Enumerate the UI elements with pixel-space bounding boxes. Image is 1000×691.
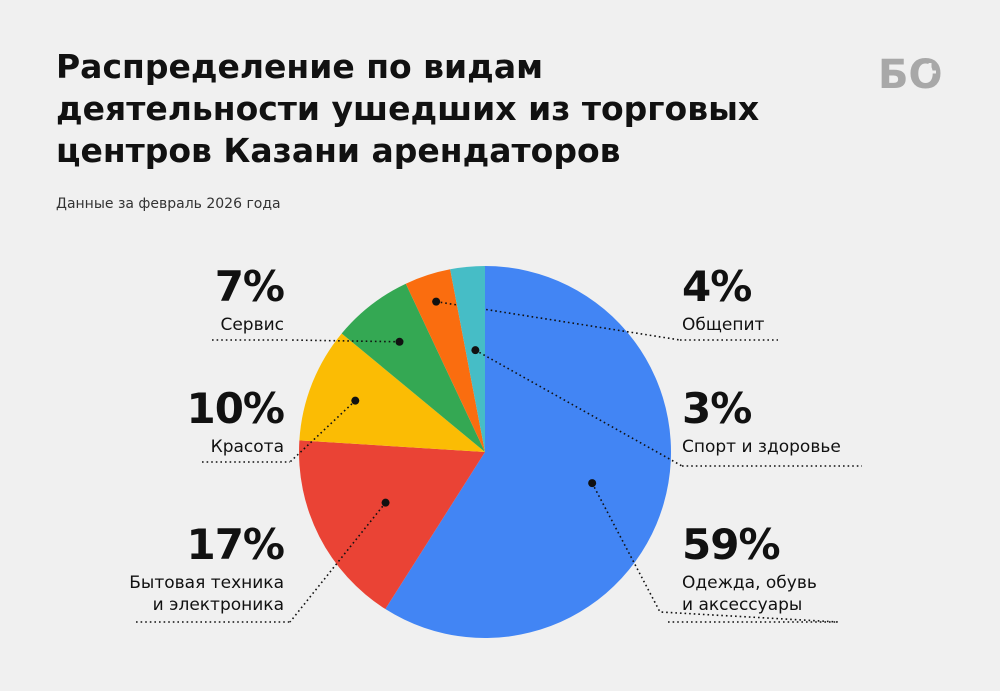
chart-title: Распределение по видам деятельности ушед… (56, 47, 760, 170)
slice-name-2-line1: Красота (210, 437, 284, 457)
slice-name-0-line1: Одежда, обувь (682, 573, 817, 593)
slice-pct-5: 3% (682, 384, 752, 433)
pie-slice-0 (385, 266, 672, 638)
slice-pct-0: 59% (682, 520, 781, 569)
leader-dot-2 (351, 396, 360, 405)
logo-icon: БО (878, 52, 943, 96)
pie-slice-4 (405, 269, 485, 452)
slice-name-3-line1: Сервис (220, 315, 284, 335)
leader-dot-1 (381, 498, 390, 507)
logo-clock-hands (928, 63, 936, 74)
slice-name-0-line2: и аксессуары (682, 595, 803, 615)
leader-dot-0 (588, 479, 597, 488)
slice-label-2: 10% Красота (186, 384, 285, 458)
slice-name-1-line1: Бытовая техника (129, 573, 284, 593)
slice-label-0: 59% Одежда, обувь и аксессуары (682, 524, 817, 616)
slice-pct-3: 7% (214, 262, 285, 311)
slice-pct-2: 10% (186, 384, 285, 433)
pie-slice-1 (299, 440, 485, 610)
leader-dot-3 (395, 337, 404, 346)
slice-label-1: 17% Бытовая техника и электроника (129, 520, 285, 616)
pie-slice-3 (341, 283, 485, 452)
pie-slice-2 (299, 333, 485, 452)
logo-text: БО (878, 52, 943, 96)
slice-label-5: 3% Спорт и здоровье (682, 388, 841, 458)
pie-slice-5 (450, 266, 485, 452)
slice-name-5-line1: Спорт и здоровье (682, 437, 841, 457)
leader-dot-5 (471, 346, 480, 355)
slice-label-3: 7% Сервис (214, 262, 285, 336)
slice-pct-1: 17% (186, 520, 285, 569)
leader-dot-4 (432, 297, 441, 306)
slice-name-1-line2: и электроника (152, 595, 284, 615)
slice-pct-4: 4% (682, 262, 752, 311)
leader-line-2 (289, 400, 356, 463)
chart-subtitle: Данные за февраль 2026 года (56, 196, 281, 212)
slice-label-4: 4% Общепит (682, 266, 764, 336)
slice-name-4-line1: Общепит (682, 315, 765, 335)
